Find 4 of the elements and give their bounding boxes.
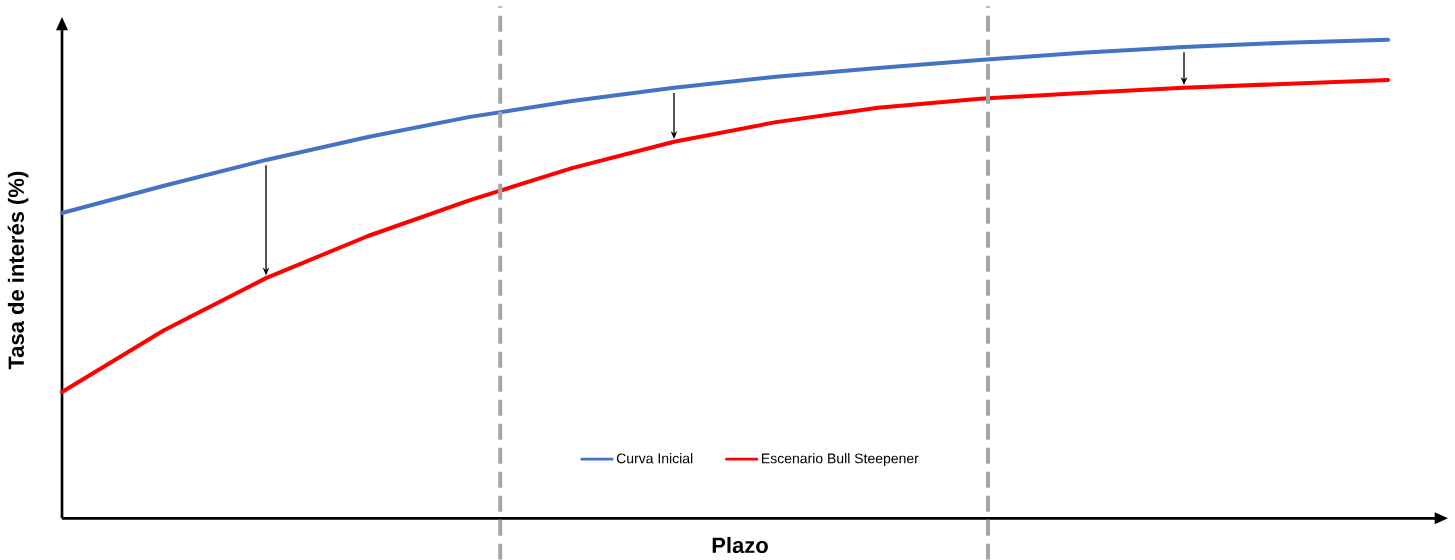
legend-label: Escenario Bull Steepener (762, 453, 919, 467)
x-axis-title: Plazo (712, 537, 768, 554)
y-axis-title: Tasa de interés (%) (7, 172, 29, 370)
legend-label: Curva Inicial (616, 453, 693, 464)
